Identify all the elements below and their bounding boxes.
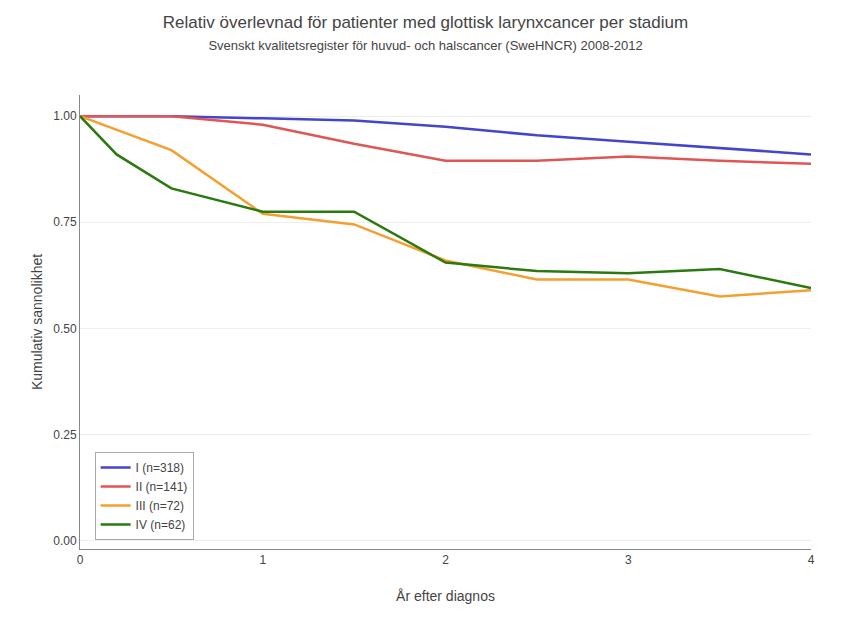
svg-text:0.00: 0.00 [53,534,77,548]
svg-text:1: 1 [259,553,266,567]
svg-text:1.00: 1.00 [53,109,77,123]
svg-text:2: 2 [442,553,449,567]
svg-text:0.50: 0.50 [53,322,77,336]
svg-text:0.25: 0.25 [53,428,77,442]
svg-text:Kumulativ sannolikhet: Kumulativ sannolikhet [29,254,45,390]
svg-text:4: 4 [808,553,815,567]
svg-text:IV (n=62): IV (n=62) [136,518,186,532]
svg-text:I (n=318): I (n=318) [136,461,184,475]
svg-text:III (n=72): III (n=72) [136,499,184,513]
svg-text:II (n=141): II (n=141) [136,480,188,494]
svg-text:0.75: 0.75 [53,215,77,229]
svg-text:Relativ överlevnad för patient: Relativ överlevnad för patienter med glo… [163,13,688,53]
svg-text:År efter diagnos: År efter diagnos [396,588,495,604]
svg-text:3: 3 [625,553,632,567]
svg-text:0: 0 [77,553,84,567]
